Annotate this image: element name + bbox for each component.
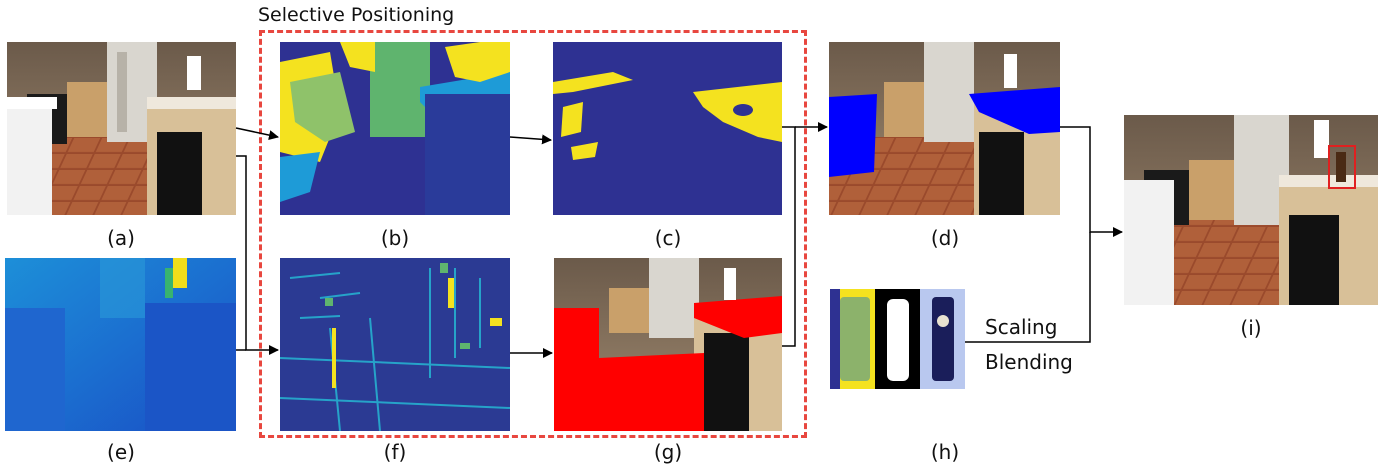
- arrow-a-to-f: [236, 155, 279, 355]
- label-a: (a): [107, 226, 135, 250]
- label-i: (i): [1240, 316, 1262, 340]
- label-f: (f): [383, 440, 407, 464]
- panel-a-rgb-image: [7, 42, 236, 215]
- panel-e-depth-map: [5, 258, 236, 431]
- label-e: (e): [107, 440, 135, 464]
- label-b: (b): [380, 226, 410, 250]
- panel-h-object-crops: [830, 289, 965, 389]
- label-c: (c): [654, 226, 682, 250]
- arrow-h-to-i: [965, 232, 1091, 343]
- selective-positioning-box: [259, 30, 807, 438]
- arrow-cg-to-d: [782, 126, 796, 347]
- arrow-b-to-c: [509, 134, 552, 145]
- section-title: Selective Positioning: [258, 4, 455, 26]
- panel-i-composite-result: [1124, 115, 1378, 305]
- arrow-d-to-i: [1060, 126, 1123, 237]
- panel-c-surface-mask: [553, 42, 782, 215]
- label-g: (g): [653, 440, 683, 464]
- panel-b-segmentation: [280, 42, 510, 215]
- panel-d-blue-overlay: [829, 42, 1060, 215]
- label-d: (d): [930, 226, 960, 250]
- panel-g-red-overlay: [554, 258, 782, 431]
- scaling-label: Scaling: [985, 315, 1058, 339]
- blending-label: Blending: [985, 350, 1073, 374]
- label-h: (h): [930, 440, 960, 464]
- arrow-a-to-b: [235, 127, 279, 141]
- panel-f-depth-gradient: [280, 258, 510, 431]
